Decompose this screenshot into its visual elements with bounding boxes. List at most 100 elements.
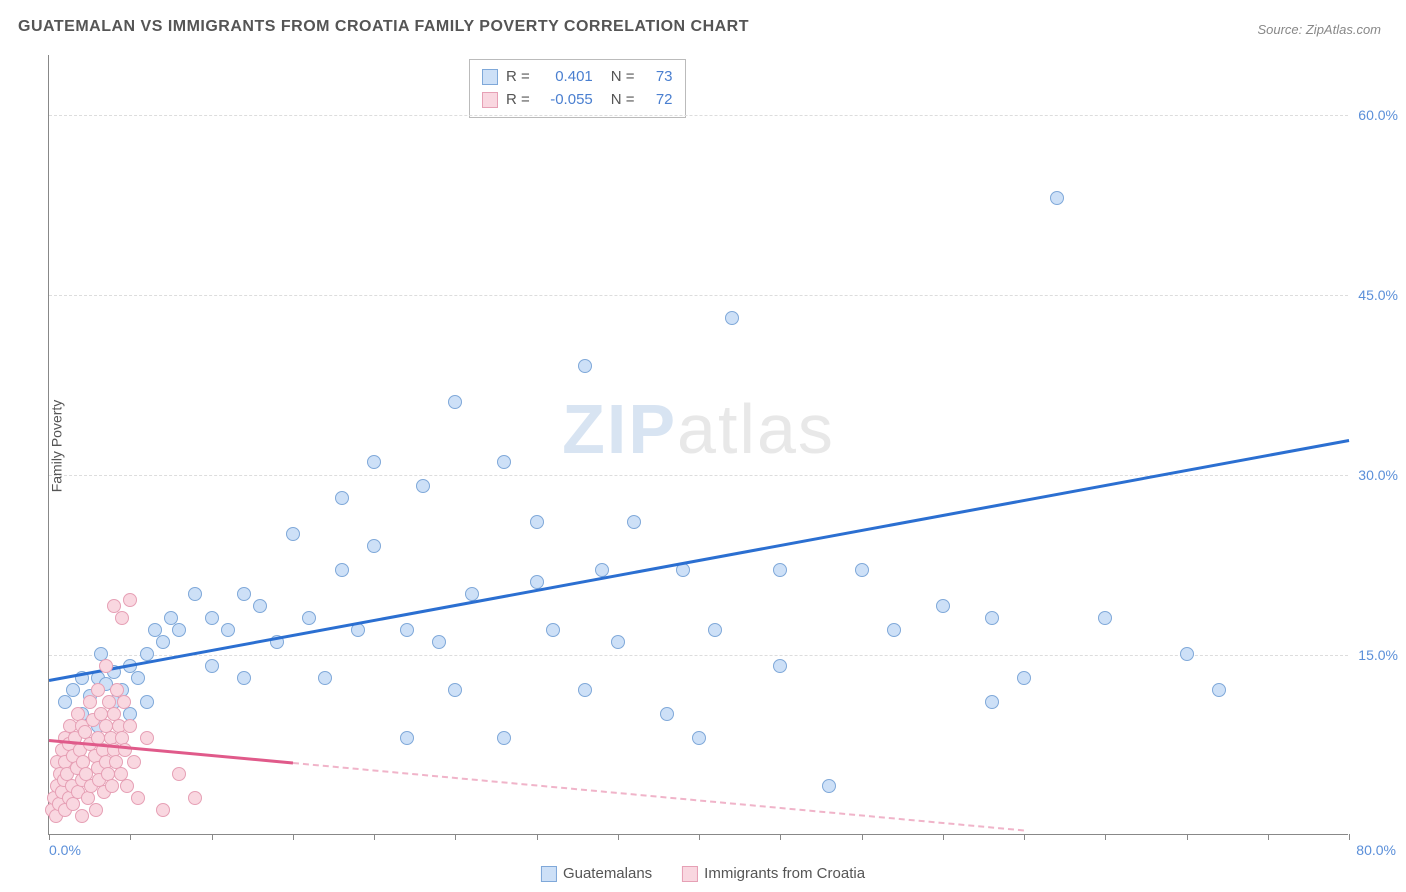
- plot-area: ZIPatlas R =0.401N =73R =-0.055N =72 0.0…: [48, 55, 1348, 835]
- scatter-point: [1098, 611, 1112, 625]
- scatter-point: [318, 671, 332, 685]
- scatter-point: [367, 539, 381, 553]
- scatter-point: [497, 731, 511, 745]
- scatter-point: [985, 695, 999, 709]
- scatter-point: [89, 803, 103, 817]
- r-label: R =: [506, 89, 530, 112]
- scatter-point: [115, 611, 129, 625]
- scatter-point: [172, 623, 186, 637]
- x-tick: [49, 834, 50, 840]
- series-legend: Guatemalans Immigrants from Croatia: [541, 865, 865, 882]
- scatter-point: [188, 791, 202, 805]
- n-value: 72: [643, 89, 673, 112]
- scatter-point: [120, 779, 134, 793]
- x-axis-min-label: 0.0%: [49, 842, 81, 858]
- scatter-point: [448, 683, 462, 697]
- x-axis-max-label: 80.0%: [1356, 842, 1396, 858]
- scatter-point: [400, 731, 414, 745]
- n-value: 73: [643, 66, 673, 89]
- scatter-point: [58, 695, 72, 709]
- x-tick: [212, 834, 213, 840]
- scatter-point: [237, 587, 251, 601]
- scatter-point: [773, 659, 787, 673]
- scatter-point: [156, 803, 170, 817]
- chart-title: GUATEMALAN VS IMMIGRANTS FROM CROATIA FA…: [18, 18, 749, 36]
- x-tick: [1187, 834, 1188, 840]
- scatter-point: [1050, 191, 1064, 205]
- scatter-point: [627, 515, 641, 529]
- scatter-point: [286, 527, 300, 541]
- legend-item: Immigrants from Croatia: [682, 865, 865, 882]
- trend-line: [293, 762, 1024, 831]
- scatter-point: [985, 611, 999, 625]
- scatter-point: [91, 683, 105, 697]
- scatter-point: [1017, 671, 1031, 685]
- scatter-point: [578, 359, 592, 373]
- scatter-point: [708, 623, 722, 637]
- x-tick: [1105, 834, 1106, 840]
- stats-legend-row: R = 0.401 N = 73: [482, 66, 673, 89]
- x-tick: [130, 834, 131, 840]
- x-tick: [862, 834, 863, 840]
- scatter-point: [123, 719, 137, 733]
- legend-swatch: [682, 866, 698, 882]
- scatter-point: [773, 563, 787, 577]
- stats-legend-row: R =-0.055N =72: [482, 89, 673, 112]
- scatter-point: [75, 809, 89, 823]
- scatter-point: [936, 599, 950, 613]
- source-label: Source: ZipAtlas.com: [1257, 22, 1381, 37]
- gridline: [49, 295, 1348, 296]
- y-tick-label: 15.0%: [1358, 647, 1398, 663]
- scatter-point: [887, 623, 901, 637]
- scatter-point: [117, 695, 131, 709]
- x-tick: [455, 834, 456, 840]
- scatter-point: [66, 683, 80, 697]
- scatter-point: [530, 515, 544, 529]
- scatter-point: [335, 491, 349, 505]
- scatter-point: [237, 671, 251, 685]
- scatter-point: [725, 311, 739, 325]
- scatter-point: [99, 659, 113, 673]
- scatter-point: [140, 731, 154, 745]
- scatter-point: [660, 707, 674, 721]
- scatter-point: [205, 611, 219, 625]
- scatter-point: [578, 683, 592, 697]
- r-label: R =: [506, 66, 530, 89]
- y-tick-label: 30.0%: [1358, 467, 1398, 483]
- scatter-point: [253, 599, 267, 613]
- legend-swatch: [541, 866, 557, 882]
- scatter-point: [131, 671, 145, 685]
- n-label: N =: [611, 66, 635, 89]
- scatter-point: [448, 395, 462, 409]
- scatter-point: [497, 455, 511, 469]
- x-tick: [699, 834, 700, 840]
- watermark: ZIPatlas: [562, 389, 835, 469]
- scatter-point: [1180, 647, 1194, 661]
- r-value: -0.055: [538, 89, 593, 112]
- scatter-point: [367, 455, 381, 469]
- scatter-point: [822, 779, 836, 793]
- gridline: [49, 115, 1348, 116]
- scatter-point: [400, 623, 414, 637]
- scatter-point: [1212, 683, 1226, 697]
- scatter-point: [127, 755, 141, 769]
- scatter-point: [131, 791, 145, 805]
- r-value: 0.401: [538, 66, 593, 89]
- scatter-point: [156, 635, 170, 649]
- stats-legend: R = 0.401 N = 73R = -0.055 N = 72: [469, 59, 686, 118]
- scatter-point: [432, 635, 446, 649]
- x-tick: [374, 834, 375, 840]
- x-tick: [1268, 834, 1269, 840]
- legend-label: Immigrants from Croatia: [704, 865, 865, 882]
- legend-item: Guatemalans: [541, 865, 652, 882]
- legend-label: Guatemalans: [563, 865, 652, 882]
- scatter-point: [611, 635, 625, 649]
- legend-swatch: [482, 69, 498, 85]
- scatter-point: [221, 623, 235, 637]
- scatter-point: [302, 611, 316, 625]
- x-tick: [618, 834, 619, 840]
- scatter-point: [140, 695, 154, 709]
- x-tick: [780, 834, 781, 840]
- gridline: [49, 655, 1348, 656]
- scatter-point: [692, 731, 706, 745]
